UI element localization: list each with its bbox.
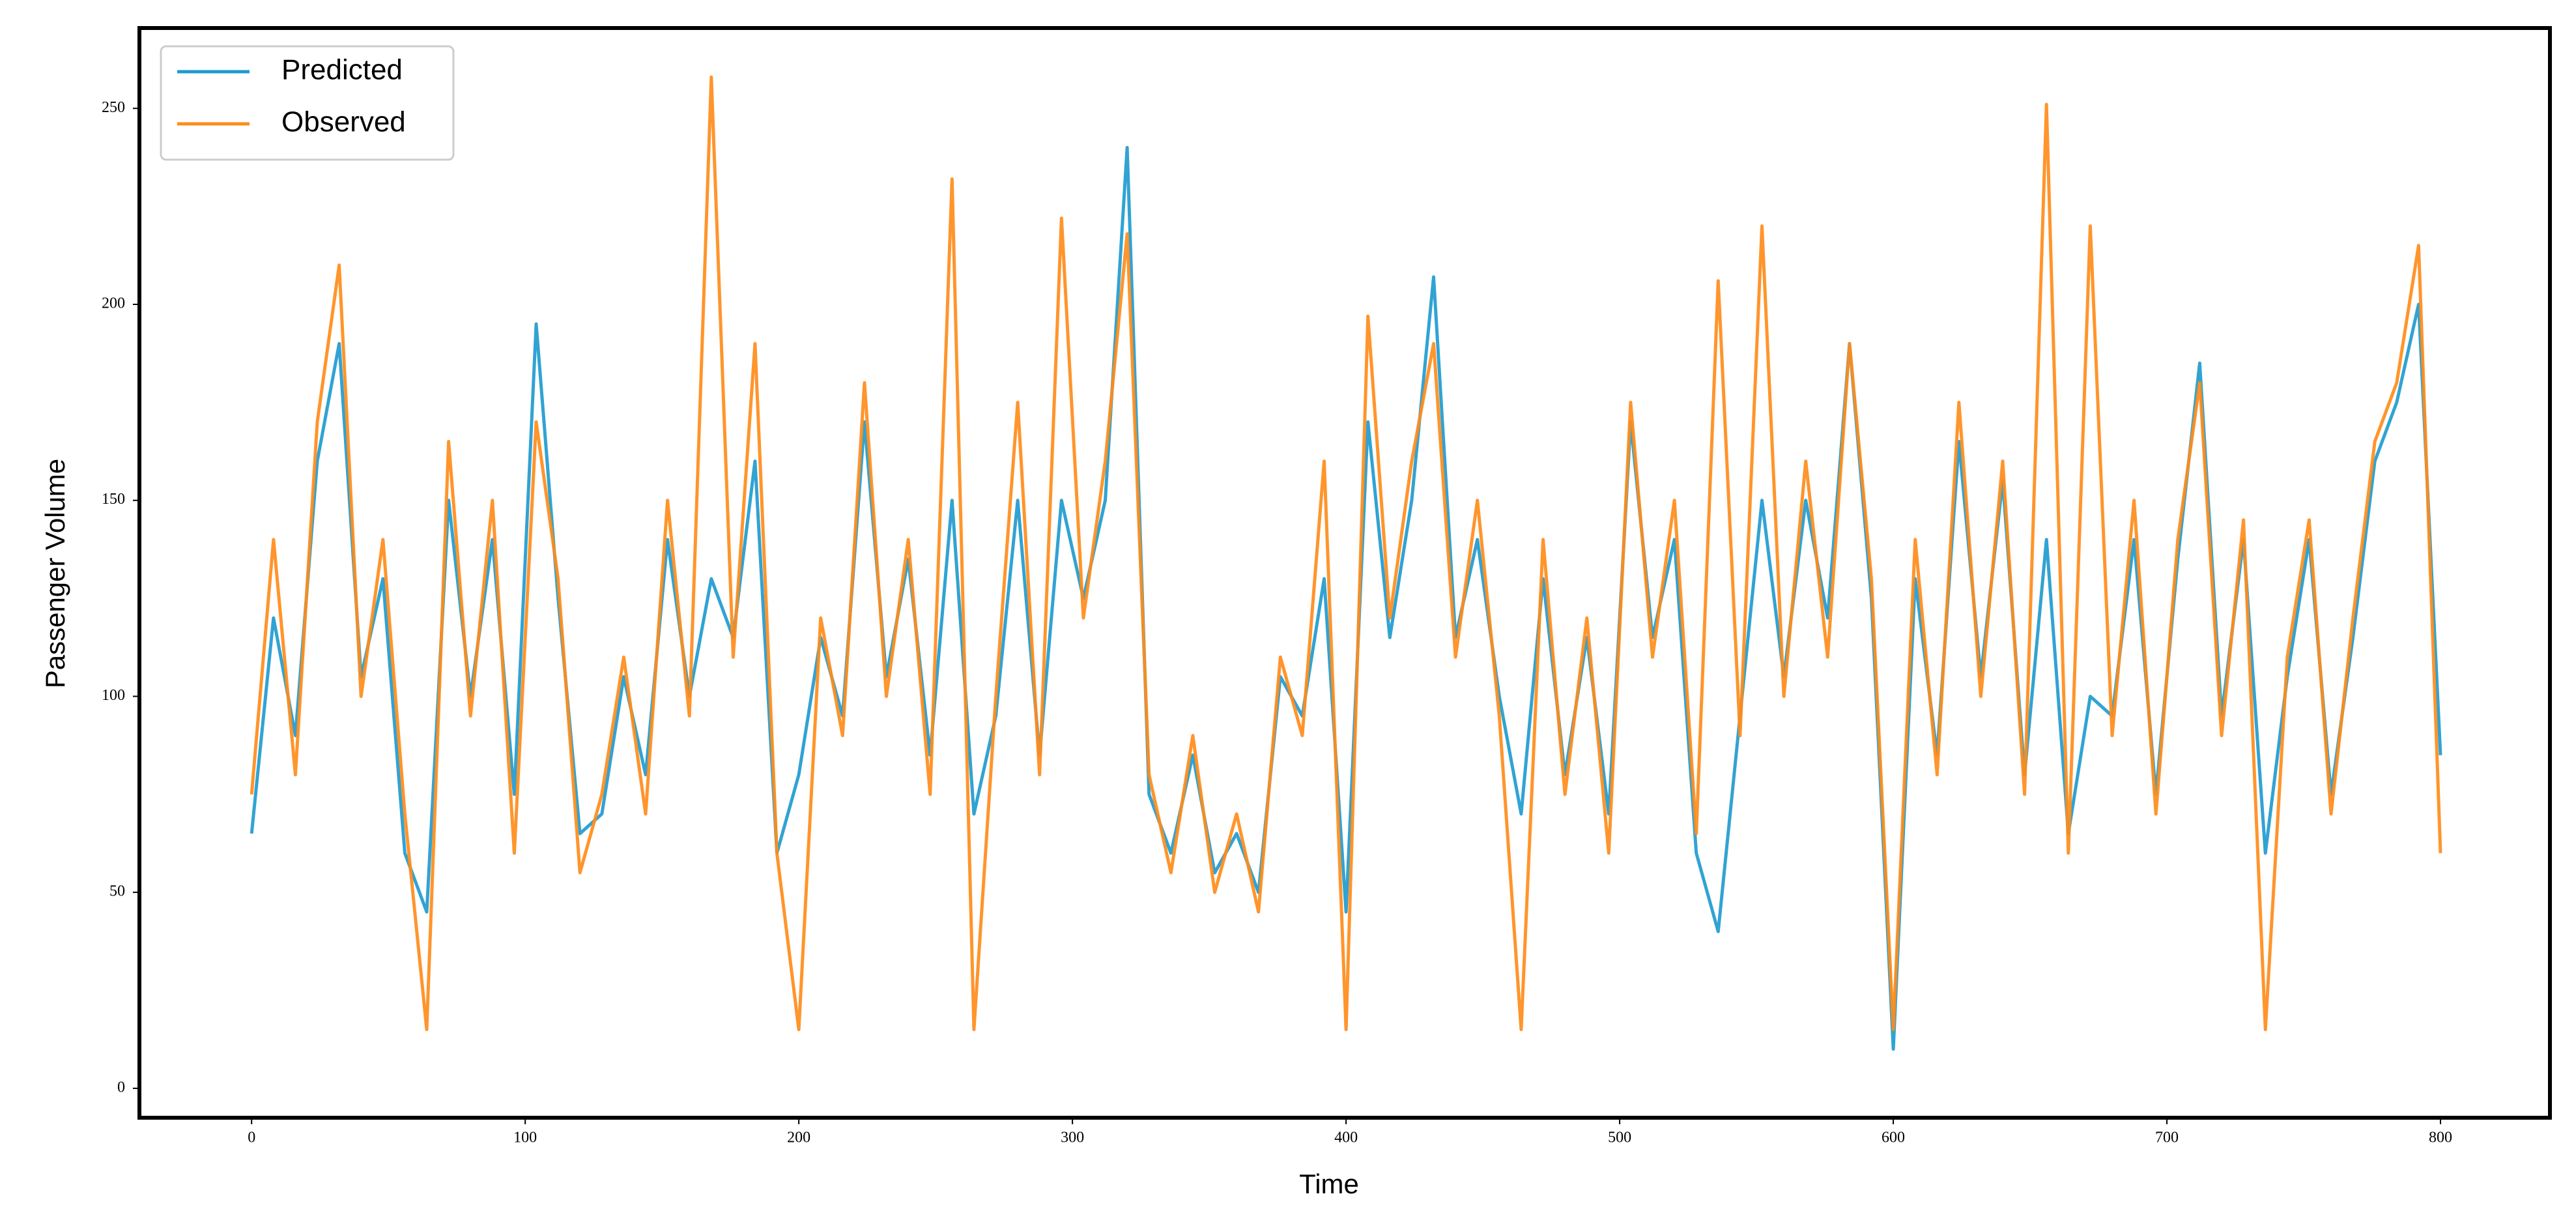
- y-tick-label: 150: [102, 491, 125, 508]
- legend: Predicted Observed: [160, 45, 455, 161]
- x-tick-label: 400: [1334, 1129, 1358, 1146]
- data-line: [250, 75, 2442, 1032]
- legend-box: [160, 45, 455, 161]
- x-tick-label: 0: [248, 1129, 255, 1146]
- x-tick-label: 600: [1882, 1129, 1905, 1146]
- x-tick-label: 200: [787, 1129, 810, 1146]
- legend-label: Predicted: [281, 54, 403, 86]
- x-tick-label: 700: [2155, 1129, 2179, 1146]
- plot-frame: [137, 26, 2552, 1120]
- y-tick-label: 50: [109, 883, 125, 900]
- x-tick-label: 500: [1608, 1129, 1631, 1146]
- y-tick-label: 250: [102, 99, 125, 116]
- x-tick-label: 800: [2429, 1129, 2452, 1146]
- y-tick-label: 200: [102, 295, 125, 312]
- y-axis-label: Passenger Volume: [40, 459, 70, 689]
- y-tick-label: 0: [117, 1079, 125, 1096]
- data-line: [250, 145, 2442, 1051]
- x-axis-label: Time: [1299, 1169, 1359, 1199]
- y-tick-label: 100: [102, 687, 125, 704]
- x-tick-label: 300: [1061, 1129, 1084, 1146]
- x-tick-label: 100: [513, 1129, 537, 1146]
- legend-label: Observed: [281, 106, 406, 138]
